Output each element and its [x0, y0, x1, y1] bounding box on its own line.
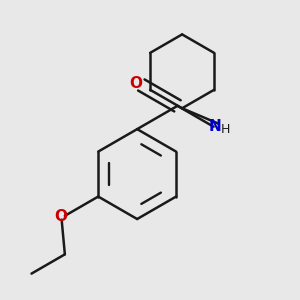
Text: N: N: [209, 118, 222, 134]
Text: O: O: [129, 76, 142, 91]
Text: O: O: [55, 209, 68, 224]
Text: H: H: [221, 123, 230, 136]
